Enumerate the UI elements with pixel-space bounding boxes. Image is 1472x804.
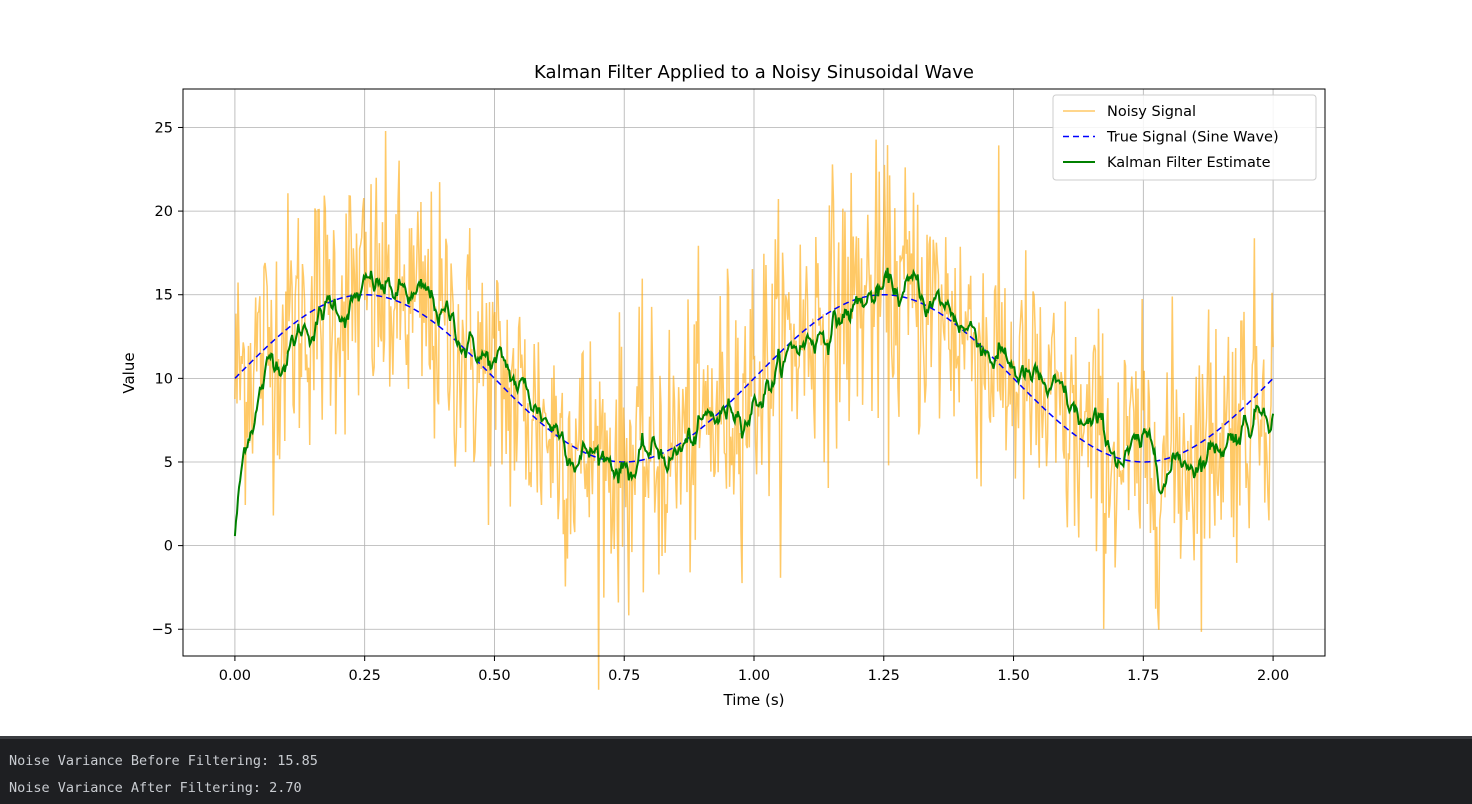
legend: Noisy Signal True Signal (Sine Wave) Kalma… bbox=[1052, 94, 1317, 181]
x-tick-label: 0.75 bbox=[608, 668, 640, 684]
y-tick-label: 25 bbox=[155, 120, 173, 136]
series-kalman-estimate bbox=[233, 267, 1275, 537]
x-tick-label: 1.50 bbox=[997, 668, 1029, 684]
y-tick-label: 0 bbox=[164, 539, 173, 555]
console-line-variance-before: Noise Variance Before Filtering: 15.85 bbox=[9, 753, 318, 769]
series-noisy-signal bbox=[234, 130, 1274, 690]
figure-area: 0.00 0.25 0.50 0.75 1.00 1.25 1.50 1.75 2.00 −5 0 5… bbox=[120, 62, 1326, 709]
x-tick-label: 0.00 bbox=[219, 668, 251, 684]
ticks: 0.00 0.25 0.50 0.75 1.00 1.25 1.50 1.75 2.00 −5 0 5… bbox=[152, 120, 1290, 684]
y-tick-label: 5 bbox=[164, 455, 173, 471]
x-axis-label: Time (s) bbox=[723, 691, 785, 709]
chart: 0.00 0.25 0.50 0.75 1.00 1.25 1.50 1.75 2.00 −5 0 5… bbox=[120, 62, 1326, 709]
y-tick-label: 10 bbox=[155, 371, 173, 387]
legend-label: Noisy Signal bbox=[1107, 104, 1196, 120]
x-tick-label: 0.25 bbox=[349, 668, 381, 684]
y-tick-label: 20 bbox=[155, 204, 173, 220]
console-output: Noise Variance Before Filtering: 15.85 N… bbox=[0, 736, 1472, 804]
x-tick-label: 1.75 bbox=[1127, 668, 1159, 684]
console-line-variance-after: Noise Variance After Filtering: 2.70 bbox=[9, 780, 302, 796]
series-true-signal bbox=[234, 293, 1274, 463]
x-tick-label: 1.00 bbox=[738, 668, 770, 684]
x-tick-label: 1.25 bbox=[868, 668, 900, 684]
x-tick-label: 2.00 bbox=[1257, 668, 1289, 684]
legend-label: True Signal (Sine Wave) bbox=[1106, 130, 1279, 146]
y-axis-label: Value bbox=[120, 352, 138, 393]
legend-box bbox=[1052, 94, 1317, 181]
x-tick-label: 0.50 bbox=[478, 668, 510, 684]
y-tick-label: 15 bbox=[155, 288, 173, 304]
y-tick-label: −5 bbox=[152, 622, 173, 638]
chart-title: Kalman Filter Applied to a Noisy Sinusoi… bbox=[534, 62, 974, 83]
plot-series bbox=[233, 130, 1275, 690]
legend-label: Kalman Filter Estimate bbox=[1107, 155, 1271, 171]
